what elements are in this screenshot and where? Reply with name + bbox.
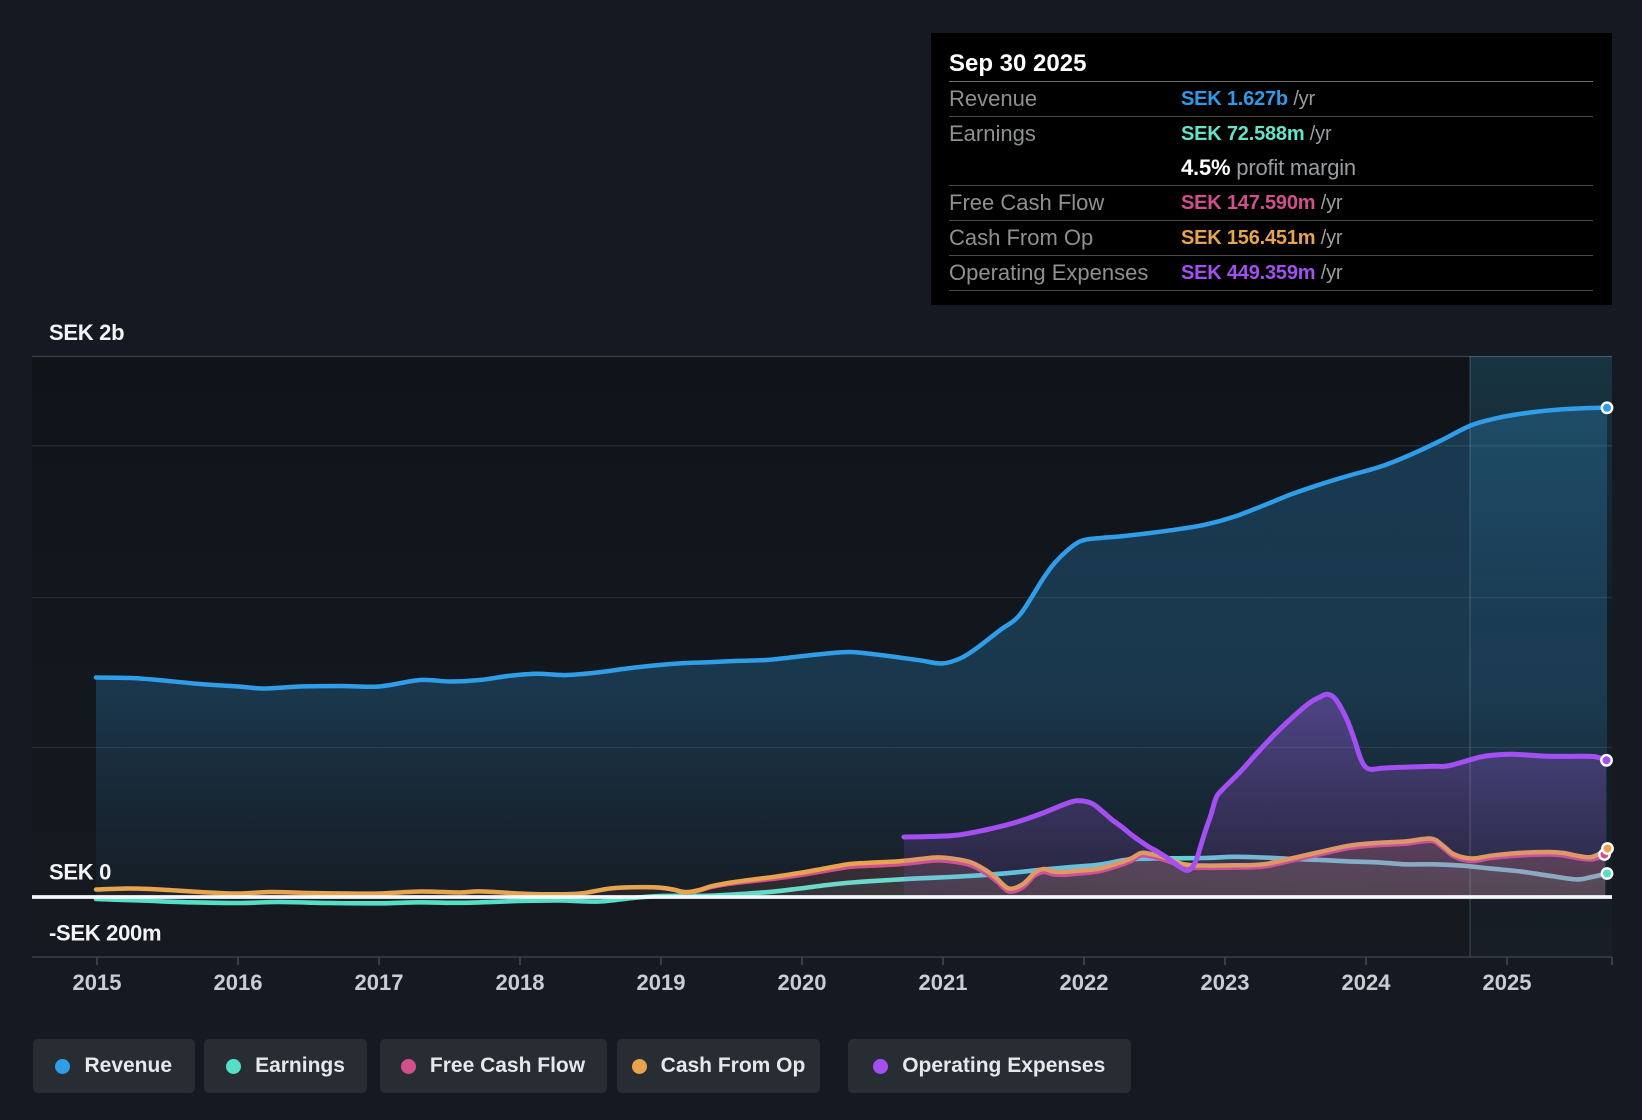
svg-text:2017: 2017 (355, 970, 404, 995)
svg-text:SEK 2b: SEK 2b (49, 320, 124, 345)
svg-text:2015: 2015 (73, 970, 122, 995)
svg-text:2021: 2021 (919, 970, 968, 995)
svg-text:2020: 2020 (778, 970, 827, 995)
svg-text:SEK 0: SEK 0 (49, 860, 111, 885)
svg-text:2024: 2024 (1342, 970, 1392, 995)
svg-text:2025: 2025 (1483, 970, 1532, 995)
svg-text:2016: 2016 (214, 970, 263, 995)
svg-text:2022: 2022 (1060, 970, 1109, 995)
svg-text:2019: 2019 (637, 970, 686, 995)
svg-text:-SEK 200m: -SEK 200m (49, 921, 161, 946)
svg-text:2023: 2023 (1201, 970, 1250, 995)
svg-text:2018: 2018 (496, 970, 545, 995)
